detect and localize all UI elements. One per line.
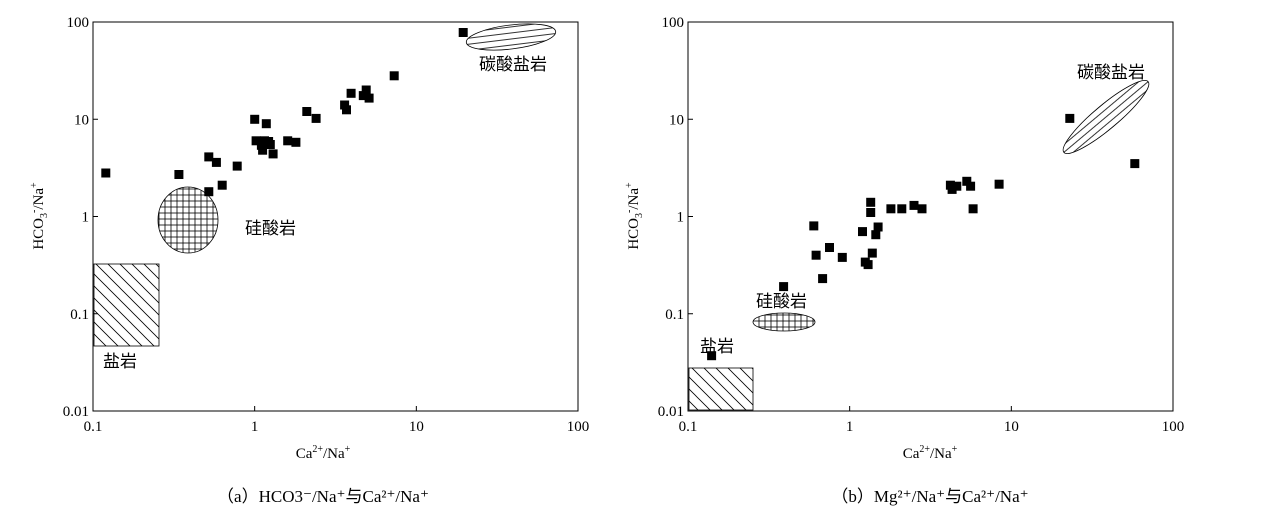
y-tick-label: 0.01 xyxy=(63,404,89,420)
data-point xyxy=(346,88,356,98)
region-label-silicate: 硅酸岩 xyxy=(245,219,296,238)
panel-caption: （b）Mg²⁺/Na⁺与Ca²⁺/Na⁺ xyxy=(831,487,1028,506)
region-label-salt: 盐岩 xyxy=(103,352,137,371)
x-tick-label: 10 xyxy=(1004,419,1019,435)
region-silicate xyxy=(752,312,816,332)
x-axis-ticks: 0.1 1 10 100 xyxy=(679,406,1185,435)
y-tick-label: 10 xyxy=(669,112,684,128)
data-point xyxy=(994,179,1004,189)
data-point xyxy=(873,222,883,232)
data-point xyxy=(909,200,919,210)
y-tick-label: 100 xyxy=(67,15,90,31)
panel-caption: （a）HCO3⁻/Na⁺与Ca²⁺/Na⁺ xyxy=(217,487,429,506)
data-point xyxy=(265,140,275,149)
svg-text:HCO3-/Na+: HCO3-/Na+ xyxy=(29,182,50,250)
data-point xyxy=(952,181,962,191)
y-tick-label: 10 xyxy=(74,112,89,128)
y-tick-label: 1 xyxy=(82,210,90,226)
y-tick-label: 0.1 xyxy=(665,307,684,323)
data-point xyxy=(968,204,978,214)
data-point xyxy=(258,145,268,155)
x-tick-label: 0.1 xyxy=(84,419,103,435)
data-points xyxy=(707,113,1140,361)
data-point xyxy=(1130,159,1140,169)
data-point xyxy=(1065,113,1075,123)
data-point xyxy=(886,204,896,214)
data-point xyxy=(863,260,873,270)
region-label-silicate: 硅酸岩 xyxy=(756,292,807,311)
region-salt xyxy=(688,367,754,411)
data-point xyxy=(858,227,867,237)
region-salt xyxy=(93,263,160,347)
data-point xyxy=(837,252,847,262)
data-point xyxy=(811,250,821,260)
x-axis-label: Ca2+/Na+ xyxy=(296,444,351,462)
y-tick-label: 0.01 xyxy=(658,404,684,420)
y-tick-label: 1 xyxy=(677,210,685,226)
data-point xyxy=(871,230,881,240)
x-tick-label: 10 xyxy=(409,419,424,435)
data-point xyxy=(897,204,907,214)
data-point xyxy=(217,180,227,190)
data-point xyxy=(101,168,111,178)
data-point xyxy=(809,221,819,231)
data-point xyxy=(232,161,242,171)
data-point xyxy=(302,107,312,116)
data-point xyxy=(342,105,351,115)
data-point xyxy=(867,248,877,258)
region-carbonate xyxy=(1062,80,1150,154)
data-point xyxy=(174,170,184,179)
data-points xyxy=(101,28,468,197)
data-point xyxy=(707,351,717,361)
x-tick-label: 1 xyxy=(251,419,259,435)
y-axis-label: HCO3-/Na+ xyxy=(624,182,645,250)
data-point xyxy=(261,119,271,129)
data-point xyxy=(458,28,468,37)
y-tick-label: 100 xyxy=(662,15,685,31)
data-point xyxy=(917,204,927,214)
region-silicate xyxy=(157,186,219,254)
x-tick-label: 100 xyxy=(1162,419,1185,435)
y-tick-label: 0.1 xyxy=(70,307,89,323)
region-label-carbonate: 碳酸盐岩 xyxy=(479,55,547,74)
x-axis-ticks: 0.1 1 10 100 xyxy=(84,406,590,435)
data-point xyxy=(251,136,261,146)
data-point xyxy=(250,114,260,124)
data-point xyxy=(283,136,293,146)
y-axis-ticks: 0.01 0.1 1 10 100 xyxy=(658,15,693,420)
x-tick-label: 100 xyxy=(567,419,590,435)
x-tick-label: 1 xyxy=(846,419,854,435)
data-point xyxy=(358,91,368,101)
data-point xyxy=(340,100,350,110)
y-axis-ticks: 0.01 0.1 1 10 100 xyxy=(63,15,98,420)
data-point xyxy=(779,282,789,292)
region-carbonate xyxy=(465,23,557,51)
data-point xyxy=(947,184,957,194)
data-point xyxy=(962,176,972,186)
data-point xyxy=(389,71,399,81)
data-point xyxy=(204,152,214,162)
region-label-salt: 盐岩 xyxy=(700,337,734,356)
data-point xyxy=(291,137,301,147)
data-point xyxy=(866,208,876,217)
data-point xyxy=(311,113,321,123)
data-point xyxy=(825,243,834,252)
data-point xyxy=(818,274,828,284)
data-point xyxy=(364,93,374,103)
x-tick-label: 0.1 xyxy=(679,419,698,435)
svg-text:HCO3-/Na+: HCO3-/Na+ xyxy=(624,182,645,250)
data-point xyxy=(966,181,976,191)
region-label-carbonate: 碳酸盐岩 xyxy=(1077,63,1145,82)
data-point xyxy=(268,149,278,159)
data-point xyxy=(361,85,371,95)
data-point xyxy=(211,157,221,167)
x-axis-label: Ca2+/Na+ xyxy=(903,444,958,462)
data-point xyxy=(204,187,214,197)
y-axis-label: HCO3-/Na+ xyxy=(29,182,50,250)
data-point xyxy=(866,197,876,207)
